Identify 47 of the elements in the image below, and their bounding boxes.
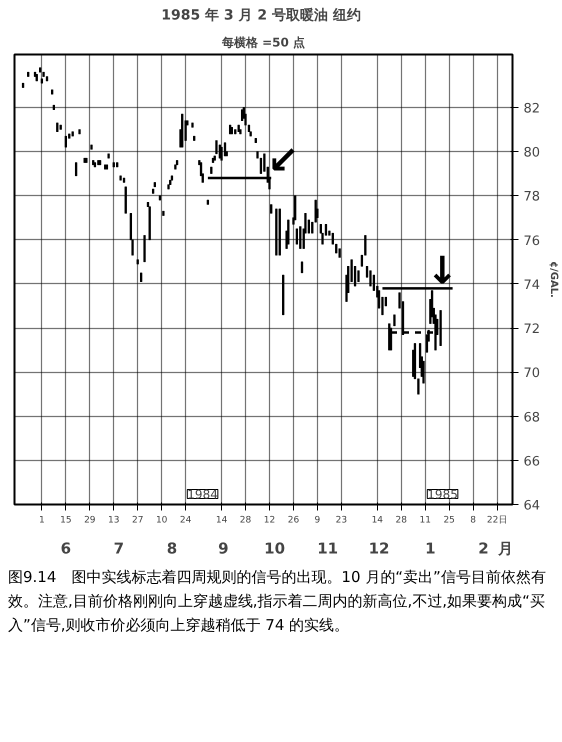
y-axis-title: ¢/GAL. <box>548 261 560 298</box>
x-tick-label: 1 <box>39 516 45 526</box>
y-tick-label: 80 <box>524 146 540 161</box>
chart-title: 1985 年 3 月 2 号取暖油 纽约 <box>161 6 361 24</box>
annotation: 1984 <box>187 488 218 502</box>
y-tick-label: 78 <box>524 190 540 205</box>
annotation: ↙ <box>267 138 300 182</box>
x2-tick-label: 8 <box>166 540 178 558</box>
y-tick-label: 66 <box>524 454 540 470</box>
y-tick-label: 64 <box>524 498 540 514</box>
x-tick-label: 13 <box>108 516 120 526</box>
x-tick-label: 9 <box>314 516 321 526</box>
x-tick-label: 25 <box>443 516 455 526</box>
y-tick-label: 68 <box>524 410 540 426</box>
x-tick-label: 24 <box>180 516 192 526</box>
x2-tick-label: 1 <box>425 540 436 558</box>
x-tick-label: 28 <box>240 516 252 526</box>
annotation: ↓ <box>426 248 458 292</box>
x2-tick-label: 6 <box>60 540 72 558</box>
caption: 图9.14 图中实线标志着四周规则的信号的出现。10 月的“卖出”信号目前依然有效。注意,目前价格刚刚向上穿越虚线,指示着二周内的新高位,不过,如果要构成“买入”信号,则收市价必须向上穿越稍低于 74 的实线。 <box>8 567 547 636</box>
x-tick-label: 26 <box>288 516 300 526</box>
x2-tick-label: 9 <box>218 540 229 558</box>
y-tick-label: 82 <box>524 101 540 116</box>
chart-subtitle: 每横格 =50 点 <box>220 36 306 50</box>
x2-tick-label: 10 <box>264 540 286 558</box>
x-tick-label: 10 <box>156 516 168 526</box>
y-tick-label: 70 <box>524 366 540 382</box>
x2-tick-label: 7 <box>114 540 124 558</box>
x-tick-label: 12 <box>264 516 276 526</box>
x-tick-label: 28 <box>396 516 408 526</box>
x2-tick-label: 月 <box>497 540 514 558</box>
x-tick-label: 27 <box>132 516 144 526</box>
annotation: 1985 <box>427 488 458 502</box>
x2-tick-label: 2 <box>478 540 489 558</box>
x-tick-label: 14 <box>216 516 228 526</box>
x-tick-label: 22日 <box>486 516 508 526</box>
x-tick-label: 14 <box>372 516 384 526</box>
x-tick-label: 11 <box>419 516 431 526</box>
x-tick-label: 8 <box>470 516 476 526</box>
x2-tick-label: 12 <box>368 540 390 558</box>
y-tick-label: 74 <box>524 278 540 293</box>
x-tick-label: 23 <box>336 516 348 526</box>
x-tick-label: 29 <box>84 516 96 526</box>
y-tick-label: 76 <box>524 234 540 249</box>
y-tick-label: 72 <box>524 322 540 338</box>
x2-tick-label: 11 <box>317 540 338 558</box>
x-tick-label: 15 <box>60 516 72 526</box>
